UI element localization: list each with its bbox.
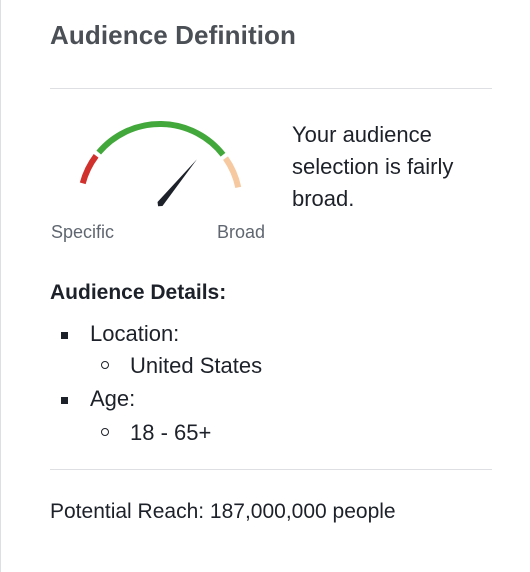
audience-description: Your audience selection is fairly broad. [292,122,454,211]
detail-label-location: Location: [90,321,180,346]
detail-label-age: Age: [90,386,136,411]
gauge-broad-segment [223,156,242,189]
gauge-specific-segment [79,154,99,185]
audience-details-heading: Audience Details: [50,281,227,304]
top-divider [50,88,492,89]
potential-reach: Potential Reach: 187,000,000 people [50,500,396,523]
detail-value-location: United States [130,353,263,378]
gauge-label-broad: Broad [217,222,266,242]
list-bullet-circle [101,428,109,436]
panel-title: Audience Definition [50,20,297,50]
list-bullet-square [61,332,68,339]
audience-size-gauge [79,121,242,207]
gauge-label-specific: Specific [51,222,115,242]
detail-value-age: 18 - 65+ [130,420,212,445]
gauge-ideal-segment [96,121,226,157]
list-bullet-square [61,397,68,404]
gauge-needle [157,159,197,207]
bottom-divider [50,469,492,470]
panel-left-border [0,0,1,572]
list-bullet-circle [101,361,109,369]
